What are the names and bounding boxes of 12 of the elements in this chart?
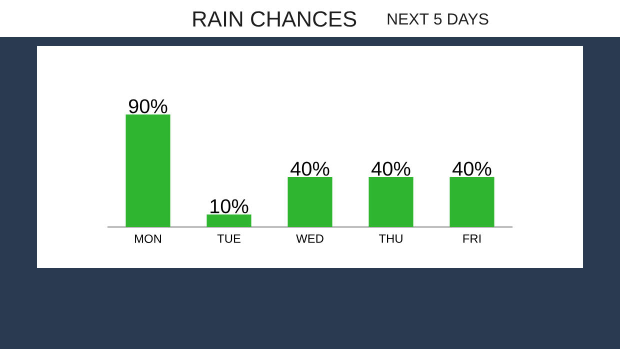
chart-subtitle: NEXT 5 DAYS	[388, 13, 488, 25]
data-label: 10%	[210, 199, 248, 214]
data-label: 40%	[290, 162, 330, 176]
x-tick-label: MON	[135, 234, 161, 243]
chart-title: RAIN CHANCES	[193, 11, 356, 27]
x-tick-label: TUE	[217, 234, 240, 243]
x-tick-label: FRI	[463, 234, 481, 243]
data-label: 40%	[452, 162, 492, 176]
data-label: 90%	[129, 99, 168, 114]
x-tick-label: WED	[296, 234, 324, 243]
x-tick-label: THU	[378, 234, 402, 243]
data-label: 40%	[372, 162, 410, 176]
